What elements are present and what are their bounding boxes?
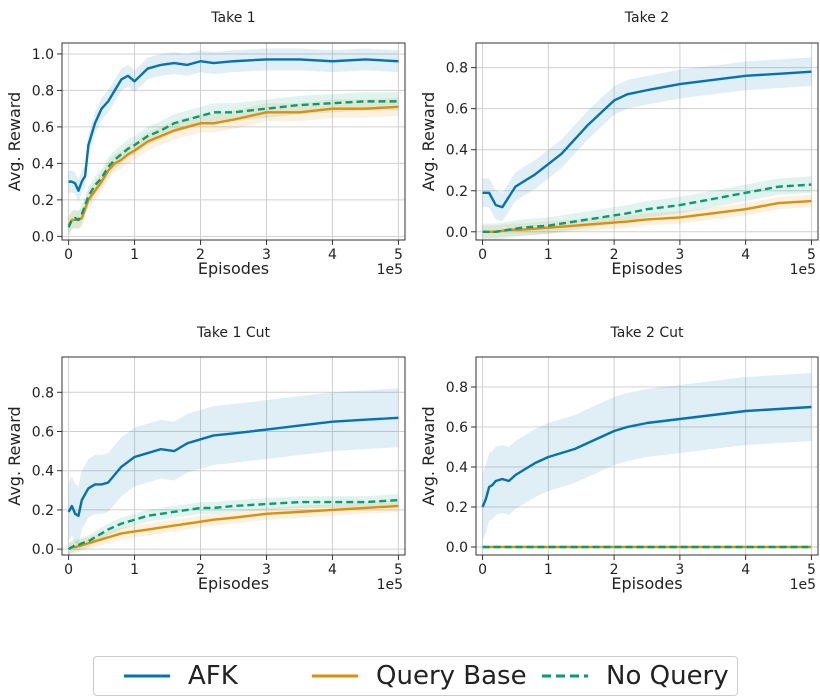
x-axis-label: Episodes bbox=[198, 259, 269, 278]
x-tick-label: 5 bbox=[807, 247, 816, 263]
x-offset-label: 1e5 bbox=[377, 577, 403, 593]
y-axis-label: Avg. Reward bbox=[5, 92, 24, 191]
x-tick-label: 0 bbox=[64, 562, 73, 578]
x-tick-label: 4 bbox=[328, 247, 337, 263]
y-axis-label: Avg. Reward bbox=[5, 406, 24, 505]
panel-title: Take 1 Cut bbox=[196, 325, 270, 341]
x-tick-label: 5 bbox=[394, 562, 403, 578]
y-tick-label: 0.0 bbox=[32, 229, 54, 245]
y-tick-label: 0.0 bbox=[32, 542, 54, 558]
y-tick-label: 1.0 bbox=[32, 47, 54, 63]
panel-title: Take 1 bbox=[210, 10, 255, 26]
x-tick-label: 4 bbox=[741, 247, 750, 263]
x-tick-label: 5 bbox=[807, 562, 816, 578]
legend-swatch-query-base bbox=[312, 671, 358, 681]
y-tick-label: 0.8 bbox=[32, 83, 54, 99]
y-axis-label: Avg. Reward bbox=[419, 406, 438, 505]
x-axis-label: Episodes bbox=[198, 574, 269, 593]
legend-swatch-afk bbox=[124, 671, 170, 681]
plot-frame bbox=[62, 43, 405, 240]
legend-label-no-query: No Query bbox=[606, 661, 729, 691]
x-tick-label: 1 bbox=[544, 562, 553, 578]
x-tick-label: 1 bbox=[130, 247, 139, 263]
x-offset-label: 1e5 bbox=[790, 262, 816, 278]
x-axis-label: Episodes bbox=[611, 574, 682, 593]
x-tick-label: 1 bbox=[130, 562, 139, 578]
y-tick-label: 0.8 bbox=[446, 61, 468, 77]
panel-title: Take 2 Cut bbox=[610, 325, 684, 341]
legend-entry-no-query: No Query bbox=[542, 657, 729, 695]
x-tick-label: 4 bbox=[741, 562, 750, 578]
legend-entry-afk: AFK bbox=[124, 657, 238, 695]
y-axis-label: Avg. Reward bbox=[419, 92, 438, 191]
y-tick-label: 0.4 bbox=[446, 460, 468, 476]
y-tick-label: 0.6 bbox=[446, 420, 468, 436]
legend-entry-query-base: Query Base bbox=[312, 657, 527, 695]
panel-title: Take 2 bbox=[624, 10, 669, 26]
x-tick-label: 0 bbox=[64, 247, 73, 263]
x-tick-label: 0 bbox=[478, 247, 487, 263]
x-axis-label: Episodes bbox=[611, 259, 682, 278]
x-tick-label: 1 bbox=[544, 247, 553, 263]
y-tick-label: 0.2 bbox=[32, 193, 54, 209]
x-tick-label: 4 bbox=[328, 562, 337, 578]
y-tick-label: 0.8 bbox=[446, 380, 468, 396]
legend-label-afk: AFK bbox=[188, 661, 238, 691]
legend-swatch-no-query bbox=[542, 671, 588, 681]
legend-label-query-base: Query Base bbox=[376, 661, 527, 691]
y-tick-label: 0.0 bbox=[446, 225, 468, 241]
x-tick-label: 0 bbox=[478, 562, 487, 578]
y-tick-label: 0.4 bbox=[32, 464, 54, 480]
y-tick-label: 0.4 bbox=[32, 156, 54, 172]
y-tick-label: 0.2 bbox=[32, 503, 54, 519]
y-tick-label: 0.0 bbox=[446, 540, 468, 556]
x-offset-label: 1e5 bbox=[790, 577, 816, 593]
y-tick-label: 0.2 bbox=[446, 184, 468, 200]
y-tick-label: 0.6 bbox=[32, 424, 54, 440]
x-offset-label: 1e5 bbox=[377, 262, 403, 278]
y-tick-label: 0.2 bbox=[446, 500, 468, 516]
y-tick-label: 0.6 bbox=[32, 120, 54, 136]
y-tick-label: 0.6 bbox=[446, 102, 468, 118]
band-afk bbox=[483, 373, 812, 541]
y-tick-label: 0.4 bbox=[446, 143, 468, 159]
y-tick-label: 0.8 bbox=[32, 385, 54, 401]
legend: AFK Query Base No Query bbox=[93, 656, 738, 696]
x-tick-label: 5 bbox=[394, 247, 403, 263]
